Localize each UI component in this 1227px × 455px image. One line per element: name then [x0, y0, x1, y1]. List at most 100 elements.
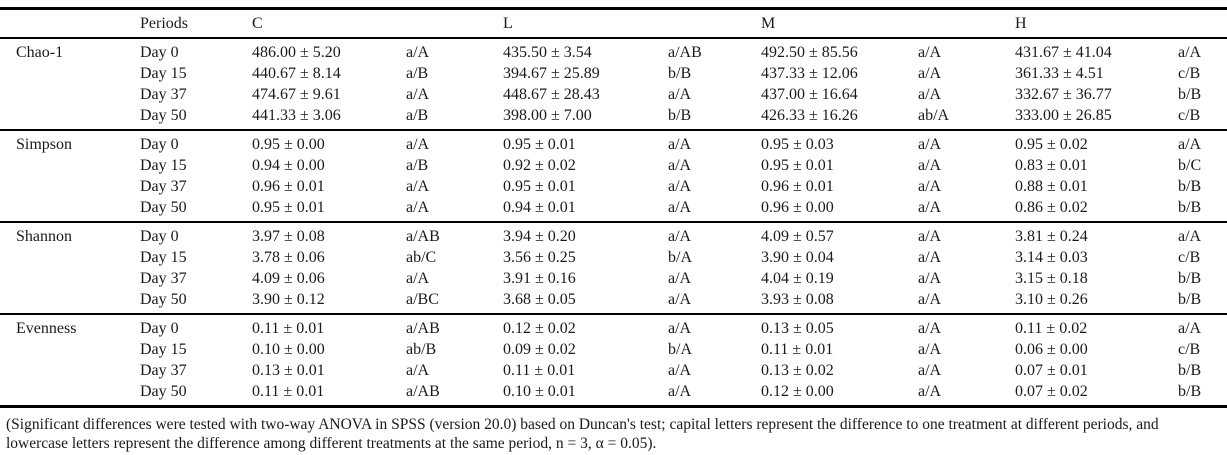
m-value-cell: 0.96 ± 0.00: [761, 199, 834, 216]
period-cell: Day 37: [140, 270, 187, 287]
table-row: Shannon Day 0 3.97 ± 0.08 a/AB 3.94 ± 0.20 a/…: [0, 222, 1227, 247]
c-value-cell: 3.78 ± 0.06: [252, 249, 325, 266]
l-sig-cell: a/A: [668, 228, 692, 245]
l-value-cell: 3.94 ± 0.20: [503, 228, 576, 245]
m-sig-cell: a/A: [918, 270, 942, 287]
c-value-cell: 0.95 ± 0.00: [252, 136, 325, 153]
c-sig-cell: a/A: [406, 362, 430, 379]
period-cell: Day 0: [140, 228, 179, 245]
h-value-cell: 3.15 ± 0.18: [1015, 270, 1088, 287]
l-value-cell: 0.94 ± 0.01: [503, 199, 576, 216]
h-value-cell: 0.86 ± 0.02: [1015, 199, 1088, 216]
column-header-c-sig: [406, 9, 503, 39]
table-row: Day 37 4.09 ± 0.06 a/A 3.91 ± 0.16 a/A 4.04 ±…: [0, 268, 1227, 289]
metric-group-evenness: Evenness Day 0 0.11 ± 0.01 a/AB 0.12 ± 0.02 a…: [0, 314, 1227, 407]
table-footnote: (Significant differences were tested wit…: [6, 416, 1159, 452]
m-value-cell: 0.11 ± 0.01: [761, 341, 834, 358]
m-value-cell: 0.13 ± 0.05: [761, 320, 834, 337]
c-sig-cell: a/A: [406, 178, 430, 195]
metric-label: Simpson: [16, 136, 73, 153]
l-sig-cell: a/A: [668, 86, 692, 103]
l-value-cell: 448.67 ± 28.43: [503, 86, 600, 103]
c-sig-cell: a/BC: [406, 291, 439, 308]
l-value-cell: 0.10 ± 0.01: [503, 383, 576, 400]
c-sig-cell: a/A: [406, 136, 430, 153]
l-value-cell: 394.67 ± 25.89: [503, 65, 600, 82]
m-sig-cell: a/A: [918, 157, 942, 174]
l-value-cell: 0.09 ± 0.02: [503, 341, 576, 358]
h-sig-cell: b/B: [1178, 291, 1202, 308]
m-sig-cell: a/A: [918, 199, 942, 216]
m-value-cell: 3.90 ± 0.04: [761, 249, 834, 266]
h-value-cell: 361.33 ± 4.51: [1015, 65, 1104, 82]
column-header-h: H: [1015, 15, 1027, 32]
h-sig-cell: a/A: [1178, 136, 1202, 153]
table-row: Day 50 0.95 ± 0.01 a/A 0.94 ± 0.01 a/A 0.96 ±…: [0, 197, 1227, 222]
period-cell: Day 37: [140, 178, 187, 195]
m-sig-cell: a/A: [918, 178, 942, 195]
h-sig-cell: b/B: [1178, 270, 1202, 287]
c-value-cell: 0.11 ± 0.01: [252, 383, 325, 400]
period-cell: Day 0: [140, 136, 179, 153]
period-cell: Day 0: [140, 44, 179, 61]
column-header-l-sig: [668, 9, 761, 39]
c-value-cell: 0.10 ± 0.00: [252, 341, 325, 358]
c-sig-cell: ab/C: [406, 249, 437, 266]
m-sig-cell: a/A: [918, 341, 942, 358]
m-value-cell: 0.13 ± 0.02: [761, 362, 834, 379]
c-value-cell: 0.13 ± 0.01: [252, 362, 325, 379]
l-value-cell: 398.00 ± 7.00: [503, 107, 592, 124]
metric-label: Chao-1: [16, 44, 64, 61]
h-sig-cell: a/A: [1178, 44, 1202, 61]
l-value-cell: 3.56 ± 0.25: [503, 249, 576, 266]
column-header-periods: Periods: [140, 15, 188, 32]
l-sig-cell: a/A: [668, 136, 692, 153]
h-sig-cell: b/B: [1178, 178, 1202, 195]
period-cell: Day 15: [140, 341, 187, 358]
h-sig-cell: a/A: [1178, 228, 1202, 245]
h-value-cell: 0.11 ± 0.02: [1015, 320, 1088, 337]
h-sig-cell: b/B: [1178, 383, 1202, 400]
c-sig-cell: a/AB: [406, 228, 440, 245]
metric-group-simpson: Simpson Day 0 0.95 ± 0.00 a/A 0.95 ± 0.01 a/A…: [0, 130, 1227, 222]
l-sig-cell: a/AB: [668, 44, 702, 61]
m-value-cell: 0.95 ± 0.03: [761, 136, 834, 153]
metric-label: Evenness: [16, 320, 77, 337]
c-sig-cell: a/B: [406, 107, 429, 124]
h-value-cell: 3.10 ± 0.26: [1015, 291, 1088, 308]
m-value-cell: 437.33 ± 12.06: [761, 65, 858, 82]
table-row: Day 50 0.11 ± 0.01 a/AB 0.10 ± 0.01 a/A 0.12 …: [0, 381, 1227, 407]
table-row: Chao-1 Day 0 486.00 ± 5.20 a/A 435.50 ± 3.54…: [0, 38, 1227, 63]
m-value-cell: 437.00 ± 16.64: [761, 86, 858, 103]
l-value-cell: 0.92 ± 0.02: [503, 157, 576, 174]
metric-label: Shannon: [16, 228, 72, 245]
table-row: Day 50 441.33 ± 3.06 a/B 398.00 ± 7.00 b/B 42…: [0, 105, 1227, 130]
c-sig-cell: a/B: [406, 157, 429, 174]
m-sig-cell: a/A: [918, 228, 942, 245]
table-row: Simpson Day 0 0.95 ± 0.00 a/A 0.95 ± 0.01 a/A…: [0, 130, 1227, 155]
table-row: Evenness Day 0 0.11 ± 0.01 a/AB 0.12 ± 0.02 a…: [0, 314, 1227, 339]
table-row: Day 15 440.67 ± 8.14 a/B 394.67 ± 25.89 b/B 4…: [0, 63, 1227, 84]
period-cell: Day 50: [140, 383, 187, 400]
period-cell: Day 15: [140, 249, 187, 266]
h-sig-cell: b/C: [1178, 157, 1202, 174]
c-sig-cell: a/A: [406, 199, 430, 216]
l-sig-cell: a/A: [668, 178, 692, 195]
l-sig-cell: a/A: [668, 291, 692, 308]
c-sig-cell: a/AB: [406, 383, 440, 400]
h-value-cell: 0.88 ± 0.01: [1015, 178, 1088, 195]
period-cell: Day 37: [140, 362, 187, 379]
period-cell: Day 15: [140, 65, 187, 82]
h-value-cell: 431.67 ± 41.04: [1015, 44, 1112, 61]
c-sig-cell: a/AB: [406, 320, 440, 337]
h-value-cell: 0.06 ± 0.00: [1015, 341, 1088, 358]
l-sig-cell: a/A: [668, 362, 692, 379]
m-sig-cell: a/A: [918, 320, 942, 337]
l-value-cell: 0.95 ± 0.01: [503, 178, 576, 195]
column-header-m-sig: [918, 9, 1015, 39]
m-sig-cell: a/A: [918, 136, 942, 153]
m-value-cell: 492.50 ± 85.56: [761, 44, 858, 61]
c-value-cell: 0.11 ± 0.01: [252, 320, 325, 337]
l-sig-cell: b/B: [668, 107, 692, 124]
